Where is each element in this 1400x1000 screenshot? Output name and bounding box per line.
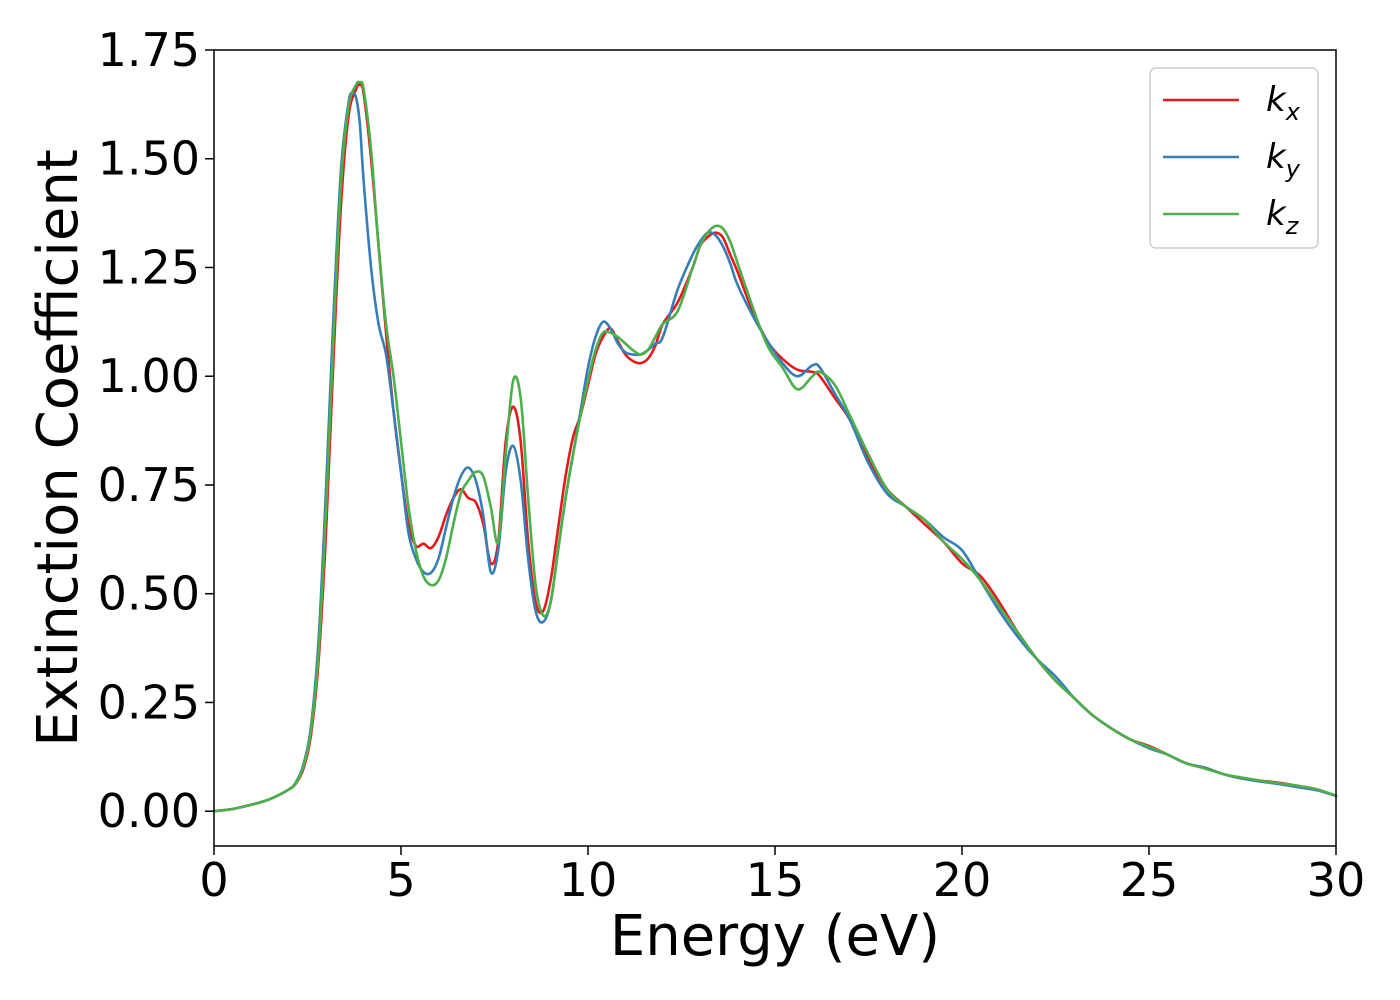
y-tick-label: 1.50	[98, 132, 200, 186]
x-tick-label: 30	[1307, 853, 1366, 907]
series-layer	[212, 80, 1338, 813]
y-tick-label: 1.00	[98, 349, 200, 403]
y-tick-label: 1.25	[98, 240, 200, 294]
legend-label-ky: ky	[1266, 137, 1301, 183]
x-axis-title: Energy (eV)	[610, 904, 940, 969]
y-tick-label: 0.75	[98, 458, 200, 512]
y-tick-label: 0.00	[98, 784, 200, 838]
x-axis-ticks: 0 5 10 15 20 25 30	[199, 846, 1365, 907]
x-tick-label: 10	[559, 853, 618, 907]
y-axis-title: Extinction Coefficient	[26, 149, 91, 747]
x-tick-label: 20	[933, 853, 992, 907]
series-line-ky	[212, 91, 1338, 813]
y-tick-label: 0.50	[98, 567, 200, 621]
x-tick-label: 0	[199, 853, 228, 907]
series-line-kz	[212, 80, 1338, 813]
x-tick-label: 5	[386, 853, 415, 907]
y-tick-label: 1.75	[98, 23, 200, 77]
y-tick-label: 0.25	[98, 675, 200, 729]
x-tick-label: 15	[746, 853, 805, 907]
y-axis-ticks: 0.00 0.25 0.50 0.75 1.00 1.25 1.50 1.75	[98, 23, 214, 838]
x-tick-label: 25	[1120, 853, 1179, 907]
